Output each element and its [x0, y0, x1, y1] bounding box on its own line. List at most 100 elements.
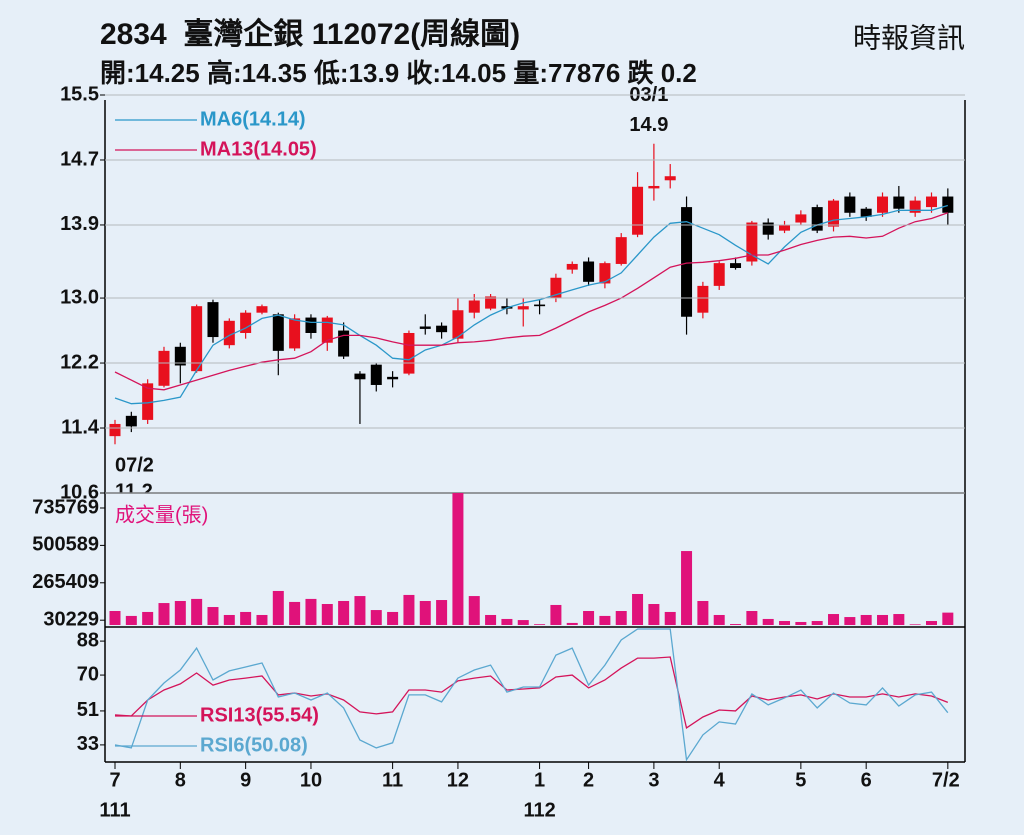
- y-tick-label: 88: [77, 629, 99, 651]
- x-tick-label: 6: [861, 769, 872, 791]
- candle-body: [664, 176, 676, 181]
- volume-bar: [240, 611, 252, 625]
- volume-bar: [762, 618, 774, 625]
- y-tick-label: 12.2: [60, 351, 99, 373]
- volume-bar: [191, 598, 203, 625]
- y-tick-label: 14.7: [60, 148, 99, 170]
- volume-bar: [354, 596, 366, 625]
- candle-body: [125, 415, 137, 427]
- candle-body: [730, 263, 742, 269]
- volume-bar: [207, 607, 219, 625]
- x-tick-label: 7/2: [932, 769, 960, 791]
- y-tick-label: 33: [77, 733, 99, 755]
- plot-area: [109, 493, 954, 625]
- candle-body: [338, 330, 350, 357]
- volume-bar: [125, 615, 137, 625]
- volume-bar: [387, 611, 399, 625]
- candle-body: [272, 314, 284, 351]
- annotation-date: 07/2: [115, 455, 154, 477]
- y-tick-label: 500589: [32, 534, 99, 556]
- legend-label: RSI6(50.08): [200, 734, 308, 756]
- volume-bar: [485, 614, 497, 625]
- volume-bar: [632, 593, 644, 625]
- volume-bar: [370, 610, 382, 625]
- candle-body: [860, 208, 872, 217]
- y-tick-label: 70: [77, 663, 99, 685]
- candle-body: [403, 332, 415, 374]
- volume-bar: [713, 614, 725, 625]
- volume-bar: [452, 493, 464, 625]
- source: 時報資訊: [853, 22, 965, 53]
- volume-bar: [109, 611, 121, 625]
- volume-bar: [648, 604, 660, 625]
- volume-bar: [517, 620, 529, 625]
- volume-bar: [289, 601, 301, 625]
- candle-body: [354, 373, 366, 380]
- volume-bar: [142, 611, 154, 625]
- candle-body: [321, 317, 333, 343]
- volume-bar: [746, 611, 758, 625]
- volume-bar: [909, 624, 921, 625]
- candle-body: [517, 306, 529, 310]
- series-line: [114, 212, 949, 391]
- candle-body: [681, 207, 693, 317]
- candle-body: [485, 296, 497, 309]
- series-line: [114, 656, 949, 729]
- y-tick-label: 13.0: [60, 286, 99, 308]
- volume-bar: [256, 614, 268, 625]
- candle-body: [942, 196, 954, 213]
- chart-title: 2834 臺灣企銀 112072(周線圖): [100, 17, 520, 51]
- volume-bar: [877, 614, 889, 625]
- candle-body: [632, 186, 644, 235]
- y-tick-label: 30229: [43, 608, 99, 630]
- volume-bar: [942, 612, 954, 625]
- y-tick-label: 265409: [32, 571, 99, 593]
- x-year-label: 112: [523, 799, 555, 821]
- x-tick-label: 11: [382, 769, 403, 791]
- legend-label: RSI13(55.54): [200, 704, 319, 726]
- candle-body: [419, 326, 431, 329]
- series-line: [114, 628, 949, 762]
- volume-bar: [828, 614, 840, 625]
- x-tick-label: 8: [175, 769, 186, 791]
- candle-body: [207, 302, 219, 338]
- annotation-value: 14.9: [629, 114, 668, 136]
- volume-bar: [436, 600, 448, 625]
- x-tick-label: 12: [447, 769, 469, 791]
- annotation-value: 11.2: [115, 481, 153, 503]
- volume-bar: [697, 600, 709, 625]
- candle-body: [223, 320, 235, 346]
- legend-label: MA13(14.05): [200, 138, 317, 160]
- candle-body: [697, 285, 709, 313]
- chart-subtitle: 開:14.25 高:14.35 低:13.9 收:14.05 量:77876 跌…: [100, 58, 697, 88]
- candle-body: [713, 263, 725, 286]
- candle-body: [550, 277, 562, 299]
- volume-bar: [501, 618, 513, 625]
- candle-body: [844, 196, 856, 213]
- volume-bar: [730, 624, 742, 625]
- candle-body: [289, 318, 301, 349]
- volume-bar: [223, 614, 235, 625]
- volume-bar: [272, 590, 284, 625]
- volume-bar: [321, 604, 333, 625]
- volume-bar: [534, 624, 546, 625]
- x-tick-label: 7: [109, 769, 120, 791]
- x-tick-label: 10: [300, 769, 322, 791]
- volume-bar: [403, 594, 415, 625]
- candle-body: [109, 423, 121, 437]
- candle-body: [142, 383, 154, 420]
- y-tick-label: 11.4: [61, 416, 100, 438]
- volume-bar: [893, 614, 905, 625]
- candle-body: [909, 200, 921, 213]
- candle-body: [566, 263, 578, 270]
- volume-bar: [860, 614, 872, 625]
- volume-bar: [174, 600, 186, 625]
- volume-bar: [305, 598, 317, 625]
- volume-bar: [158, 603, 170, 625]
- candle-body: [599, 263, 611, 284]
- candle-body: [387, 376, 399, 380]
- candle-body: [828, 200, 840, 227]
- candle-body: [615, 237, 627, 264]
- y-tick-label: 13.9: [60, 213, 99, 235]
